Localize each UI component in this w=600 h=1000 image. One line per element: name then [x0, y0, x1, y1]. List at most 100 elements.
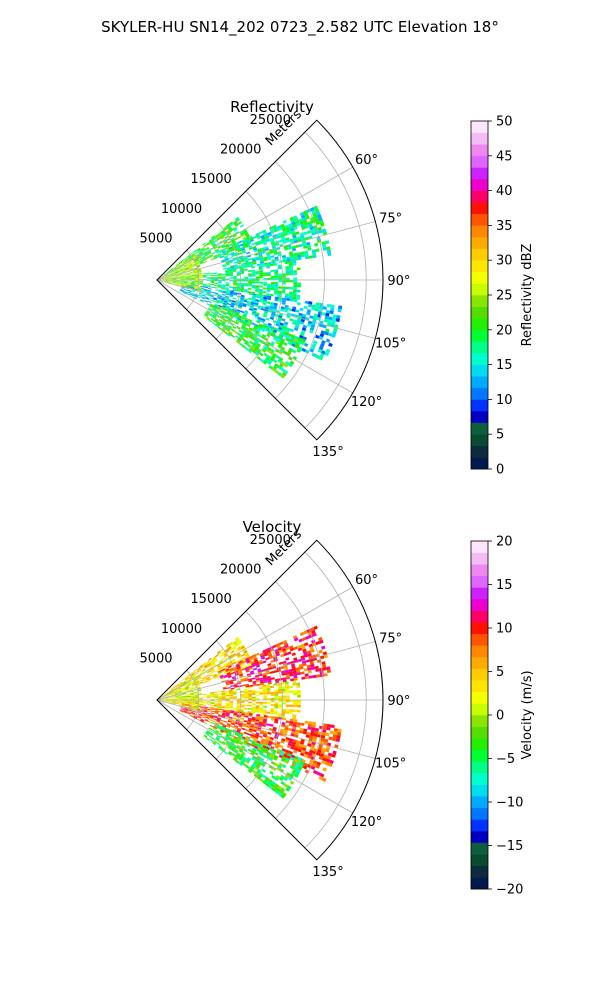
echo-bin: [175, 275, 180, 277]
echo-bin: [243, 650, 248, 654]
echo-bin: [251, 750, 256, 754]
echo-bin: [206, 278, 211, 280]
echo-bin: [328, 342, 333, 347]
echo-bin: [172, 701, 177, 703]
echo-bin: [296, 348, 302, 353]
echo-bin: [251, 291, 255, 294]
echo-bin: [285, 268, 290, 271]
echo-bin: [255, 299, 260, 302]
echo-bin: [283, 342, 288, 346]
echo-bin: [242, 666, 247, 669]
echo-bin: [185, 687, 189, 690]
echo-bin: [181, 270, 186, 272]
echo-bin: [160, 279, 165, 280]
echo-bin: [318, 216, 323, 221]
echo-bin: [217, 250, 222, 253]
echo-bin: [219, 255, 224, 259]
echo-bin: [260, 234, 265, 238]
echo-bin: [265, 237, 270, 241]
echo-bin: [219, 730, 224, 734]
echo-bin: [268, 779, 273, 784]
echo-bin: [322, 247, 327, 251]
echo-bin: [206, 715, 210, 718]
echo-bin: [190, 261, 195, 265]
echo-bin: [233, 750, 238, 754]
echo-bin: [263, 281, 268, 284]
echo-bin: [269, 357, 275, 362]
echo-bin: [163, 275, 168, 278]
echo-bin: [238, 723, 243, 727]
echo-bin: [184, 276, 188, 278]
echo-bin: [211, 710, 215, 713]
echo-bin: [232, 270, 237, 272]
echo-bin: [179, 697, 184, 699]
echo-bin: [179, 700, 184, 702]
echo-bin: [277, 647, 282, 651]
echo-bin: [258, 239, 263, 243]
echo-bin: [188, 267, 193, 269]
echo-bin: [261, 754, 267, 758]
echo-bin: [186, 285, 191, 287]
echo-bin: [229, 292, 234, 295]
echo-bin: [180, 702, 184, 704]
echo-bin: [266, 675, 271, 679]
echo-bin: [238, 672, 243, 675]
echo-bin: [202, 696, 207, 698]
echo-bin: [200, 674, 205, 677]
echo-bin: [187, 711, 192, 713]
echo-bin: [251, 689, 256, 692]
echo-bin: [263, 298, 267, 302]
echo-bin: [299, 307, 304, 312]
echo-bin: [299, 211, 305, 216]
echo-bin: [240, 284, 245, 287]
echo-bin: [226, 711, 231, 713]
echo-bin: [274, 697, 279, 700]
echo-bin: [267, 780, 272, 786]
echo-bin: [168, 278, 172, 279]
echo-bin: [260, 748, 265, 753]
echo-bin: [283, 754, 288, 758]
echo-bin: [184, 281, 188, 283]
echo-bin: [172, 686, 177, 689]
sector-outline: [156, 539, 384, 861]
echo-bin: [227, 319, 232, 323]
echo-bin: [202, 677, 206, 680]
echo-bin: [273, 337, 278, 341]
echo-bin: [260, 681, 265, 684]
echo-bin: [244, 707, 248, 710]
echo-bin: [324, 315, 329, 320]
echo-bin: [190, 282, 195, 284]
echo-bin: [179, 289, 184, 292]
echo-bin: [304, 250, 309, 254]
echo-bin: [187, 684, 192, 687]
echo-bin: [236, 730, 241, 734]
echo-bin: [225, 306, 230, 310]
echo-bin: [181, 678, 185, 682]
echo-bin: [321, 645, 326, 650]
echo-bin: [167, 274, 172, 276]
echo-bin: [280, 750, 285, 754]
echo-bin: [163, 695, 168, 697]
echo-bin: [323, 723, 328, 727]
echo-bin: [190, 681, 195, 684]
echo-bin: [190, 694, 195, 696]
echo-bin: [215, 737, 220, 741]
echo-bin: [166, 690, 170, 693]
echo-bin: [236, 287, 241, 289]
echo-bin: [264, 748, 269, 752]
echo-bin: [164, 698, 169, 700]
echo-bin: [235, 663, 240, 667]
echo-bin: [267, 665, 273, 668]
echo-bin: [227, 302, 231, 306]
echo-bin: [181, 687, 186, 690]
echo-bin: [212, 237, 217, 241]
echo-bin: [283, 331, 289, 336]
echo-bin: [303, 654, 309, 658]
echo-bin: [223, 300, 228, 303]
echo-bin: [170, 692, 175, 694]
echo-bin: [288, 740, 293, 744]
echo-bin: [255, 337, 260, 342]
echo-bin: [242, 304, 247, 308]
echo-bin: [259, 703, 264, 706]
echo-bin: [281, 288, 286, 292]
